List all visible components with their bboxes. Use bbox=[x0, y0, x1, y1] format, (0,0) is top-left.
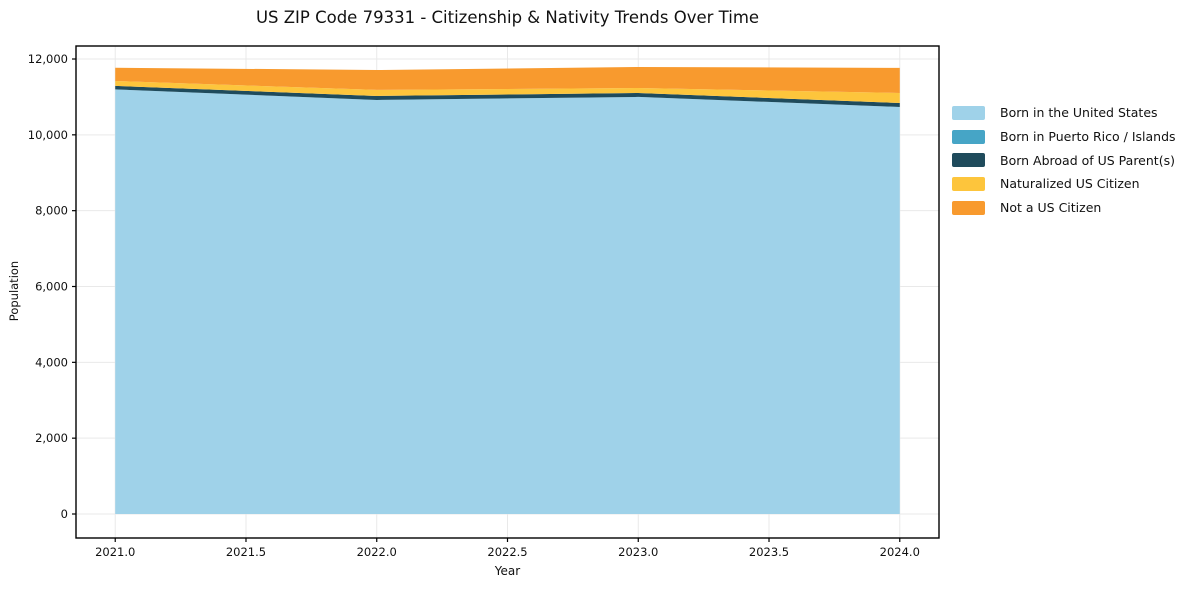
legend-item: Born in Puerto Rico / Islands bbox=[952, 125, 1176, 149]
chart-title: US ZIP Code 79331 - Citizenship & Nativi… bbox=[255, 8, 760, 27]
legend-swatch-not-citizen bbox=[952, 200, 985, 215]
x-tick-label: 2021.0 bbox=[95, 545, 135, 559]
x-tick-label: 2023.0 bbox=[618, 545, 658, 559]
legend-item: Not a US Citizen bbox=[952, 196, 1176, 220]
x-tick-label: 2023.5 bbox=[749, 545, 789, 559]
y-axis-label: Population bbox=[7, 260, 21, 322]
legend-item: Naturalized US Citizen bbox=[952, 172, 1176, 196]
legend-label: Not a US Citizen bbox=[1000, 200, 1102, 216]
legend-swatch-born-us bbox=[952, 105, 985, 120]
legend-item: Born Abroad of US Parent(s) bbox=[952, 148, 1176, 172]
y-tick-label: 0 bbox=[61, 507, 68, 521]
area-series-4 bbox=[115, 66, 900, 93]
legend-item: Born in the United States bbox=[952, 101, 1176, 125]
y-tick-label: 4,000 bbox=[35, 355, 68, 369]
legend-label: Born Abroad of US Parent(s) bbox=[1000, 152, 1175, 168]
x-tick-label: 2021.5 bbox=[226, 545, 266, 559]
legend-label: Naturalized US Citizen bbox=[1000, 176, 1140, 192]
legend-swatch-naturalized bbox=[952, 176, 985, 191]
y-tick-label: 10,000 bbox=[28, 128, 68, 142]
area-series-2 bbox=[115, 85, 900, 107]
x-tick-label: 2024.0 bbox=[880, 545, 920, 559]
y-tick-label: 6,000 bbox=[35, 280, 68, 294]
area-series-3 bbox=[115, 80, 900, 103]
legend-label: Born in the United States bbox=[1000, 105, 1158, 121]
y-tick-label: 8,000 bbox=[35, 204, 68, 218]
y-tick-label: 2,000 bbox=[35, 431, 68, 445]
area-series-0 bbox=[115, 89, 900, 514]
y-tick-label: 12,000 bbox=[28, 52, 68, 66]
legend: Born in the United States Born in Puerto… bbox=[952, 101, 1176, 219]
legend-swatch-born-abroad bbox=[952, 153, 985, 168]
x-tick-label: 2022.5 bbox=[487, 545, 527, 559]
legend-label: Born in Puerto Rico / Islands bbox=[1000, 129, 1176, 145]
x-tick-label: 2022.0 bbox=[357, 545, 397, 559]
x-axis-label: Year bbox=[494, 564, 521, 578]
legend-swatch-puerto-rico bbox=[952, 129, 985, 144]
